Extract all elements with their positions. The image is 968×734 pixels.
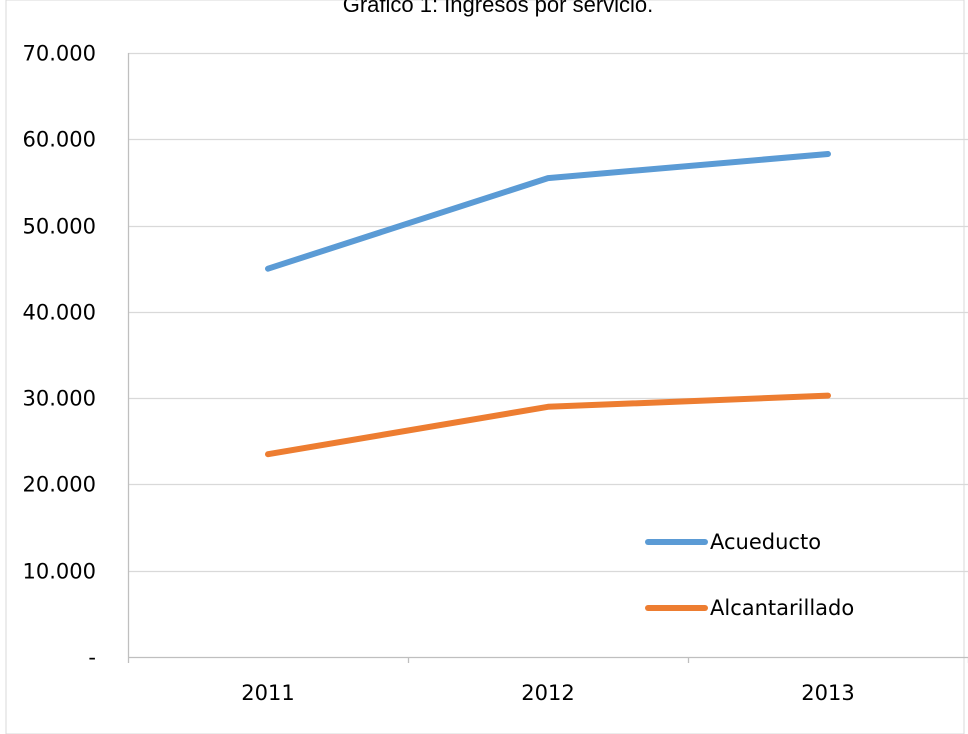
chart-title: Gráfico 1: Ingresos por servicio. (343, 0, 654, 17)
y-tick-label: 40.000 (23, 301, 96, 325)
legend-label: Alcantarillado (710, 596, 854, 620)
gridlines (128, 52, 968, 573)
y-tick-label: 30.000 (23, 387, 96, 411)
y-tick-label: 20.000 (23, 473, 96, 497)
series-lines (265, 151, 831, 458)
y-tick-label: 10.000 (23, 560, 96, 584)
x-tick-label: 2013 (801, 681, 854, 705)
x-tick-label: 2011 (241, 681, 294, 705)
chart-border (5, 0, 965, 734)
y-tick-label: 50.000 (23, 215, 96, 239)
series-line-acueducto (265, 151, 831, 272)
x-tick-label: 2012 (521, 681, 574, 705)
legend: Acueducto Alcantarillado (645, 530, 854, 620)
legend-label: Acueducto (710, 530, 821, 554)
axes: - 10.000 20.000 30.000 40.000 50.000 60.000 70.… (23, 42, 968, 705)
series-line-alcantarillado (265, 392, 831, 458)
y-tick-label: - (88, 646, 96, 670)
y-tick-label: 70.000 (23, 42, 96, 66)
y-tick-label: 60.000 (23, 128, 96, 152)
